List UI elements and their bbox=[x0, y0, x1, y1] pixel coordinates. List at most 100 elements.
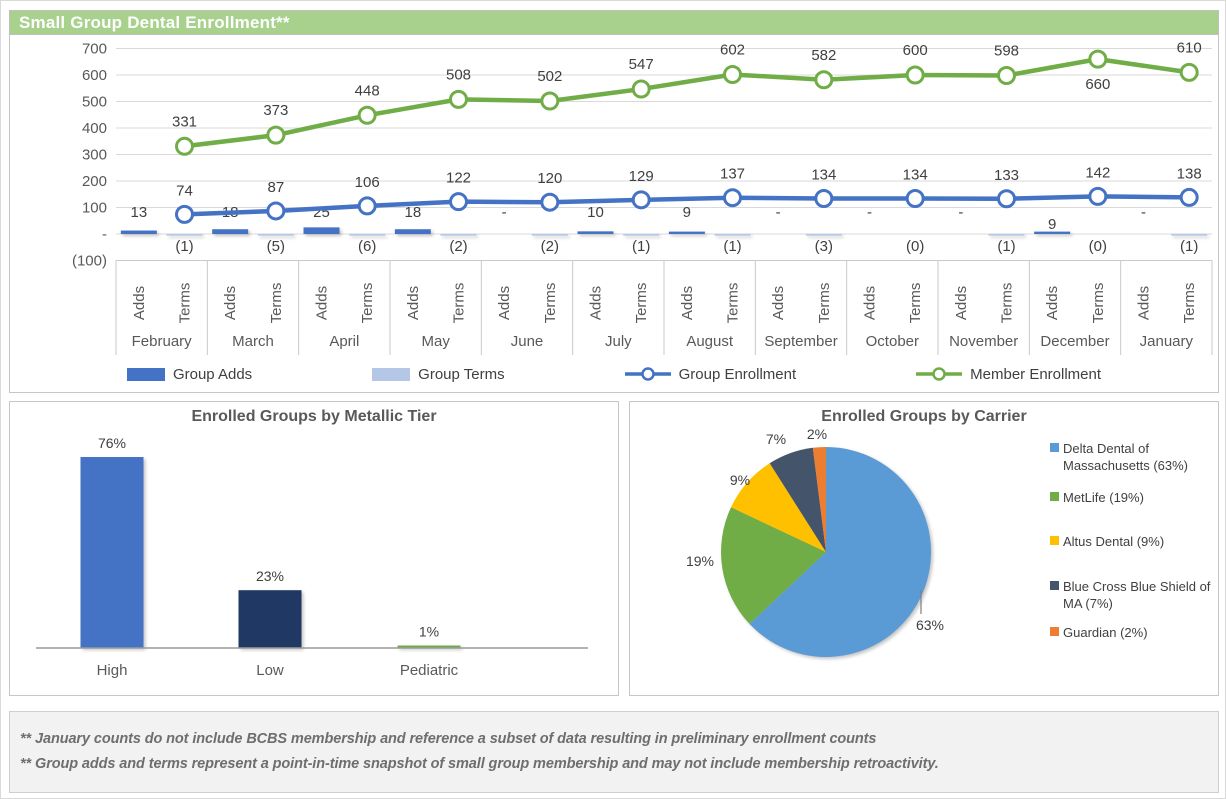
y-axis-tick-label: 400 bbox=[82, 120, 107, 137]
member-enrollment-label: 502 bbox=[537, 68, 562, 85]
group-enrollment-label: 134 bbox=[811, 166, 836, 183]
group-enrollment-marker bbox=[997, 189, 1016, 209]
pie-slice-guardian bbox=[812, 446, 826, 552]
metallic-tier-chart-title: Enrolled Groups by Metallic Tier bbox=[191, 408, 437, 425]
sub-category-label: Terms bbox=[177, 283, 194, 324]
group-terms-bar bbox=[166, 234, 203, 236]
group-terms-label: (1) bbox=[723, 238, 741, 255]
pie-slice-altus-dental bbox=[731, 463, 826, 552]
pie-legend-item-blue-cross-blue-shield-of-ma: Blue Cross Blue Shield of MA (7%) bbox=[1050, 578, 1225, 612]
pie-legend-swatch bbox=[1050, 627, 1059, 636]
group-adds-label: - bbox=[502, 204, 507, 221]
group-terms-label: (3) bbox=[815, 238, 833, 255]
member-enrollment-label: 600 bbox=[903, 42, 928, 59]
month-label: March bbox=[232, 333, 274, 350]
pie-slice-label: 9% bbox=[730, 472, 750, 488]
legend-item-group-enrollment: Group Enrollment bbox=[624, 365, 797, 383]
pie-legend-item-delta-dental-of-massachusetts: Delta Dental of Massachusetts (63%) bbox=[1050, 440, 1225, 474]
pie-legend-item-guardian: Guardian (2%) bbox=[1050, 624, 1148, 641]
group-enrollment-label: 142 bbox=[1085, 164, 1110, 181]
member-enrollment-label: 373 bbox=[263, 102, 288, 119]
group-terms-bar bbox=[714, 234, 751, 236]
group-enrollment-label: 122 bbox=[446, 170, 471, 187]
sub-category-label: Adds bbox=[770, 286, 787, 320]
dashboard-title-bar: Small Group Dental Enrollment** bbox=[9, 10, 1219, 35]
y-axis-tick-label: 200 bbox=[82, 173, 107, 190]
footnotes: ** January counts do not include BCBS me… bbox=[9, 711, 1219, 793]
legend-label: Group Adds bbox=[172, 365, 253, 383]
legend-label: Group Enrollment bbox=[678, 365, 797, 383]
legend-label: Group Terms bbox=[418, 365, 505, 383]
group-enrollment-label: 138 bbox=[1177, 165, 1202, 182]
group-adds-label: 9 bbox=[683, 204, 691, 221]
sub-category-label: Adds bbox=[222, 286, 239, 320]
group-adds-label: - bbox=[867, 204, 872, 221]
month-label: December bbox=[1040, 333, 1109, 350]
member-enrollment-label: 610 bbox=[1177, 39, 1202, 56]
group-adds-bar bbox=[120, 230, 157, 234]
sub-category-label: Adds bbox=[679, 286, 696, 320]
sub-category-label: Adds bbox=[314, 286, 331, 320]
legend-item-group-adds: Group Adds bbox=[126, 365, 253, 383]
pie-legend-swatch bbox=[1050, 492, 1059, 501]
tier-category-label: High bbox=[97, 662, 128, 679]
group-terms-bar bbox=[257, 234, 294, 236]
group-enrollment-label: 120 bbox=[537, 170, 562, 187]
legend-item-member-enrollment: Member Enrollment bbox=[916, 366, 1101, 383]
member-enrollment-label: 508 bbox=[446, 66, 471, 83]
sub-category-label: Adds bbox=[862, 286, 879, 320]
group-terms-bar bbox=[623, 234, 660, 236]
pie-legend-label: Delta Dental of Massachusetts (63%) bbox=[1063, 441, 1188, 473]
group-terms-bar bbox=[531, 234, 568, 236]
group-enrollment-marker bbox=[540, 192, 560, 212]
member-enrollment-marker bbox=[1088, 49, 1108, 69]
member-enrollment-marker bbox=[266, 125, 286, 145]
member-enrollment-marker bbox=[905, 65, 925, 85]
group-enrollment-marker bbox=[1088, 186, 1108, 206]
group-adds-label: 13 bbox=[130, 204, 147, 221]
group-enrollment-marker bbox=[1179, 187, 1199, 207]
pie-slice-metlife bbox=[721, 507, 826, 624]
pie-slice-label: 19% bbox=[686, 553, 714, 569]
member-enrollment-marker bbox=[449, 89, 468, 109]
group-enrollment-marker bbox=[905, 188, 925, 208]
group-enrollment-label: 134 bbox=[903, 166, 928, 183]
group-enrollment-label: 137 bbox=[720, 166, 745, 183]
sub-category-label: Terms bbox=[816, 283, 833, 324]
group-terms-bar bbox=[988, 234, 1025, 236]
group-adds-label: 18 bbox=[404, 204, 421, 221]
legend-swatch-line bbox=[624, 367, 671, 381]
legend-item-group-terms: Group Terms bbox=[372, 365, 505, 383]
sub-category-label: Terms bbox=[359, 283, 376, 324]
group-terms-bar bbox=[805, 234, 842, 236]
pie-slice-label: 63% bbox=[916, 617, 944, 633]
group-terms-label: (2) bbox=[449, 238, 467, 255]
sub-category-label: Terms bbox=[451, 283, 468, 324]
month-label: September bbox=[764, 333, 837, 350]
group-adds-label: - bbox=[958, 204, 963, 221]
member-enrollment-marker bbox=[1179, 62, 1199, 82]
pie-legend-swatch bbox=[1050, 443, 1059, 452]
month-label: July bbox=[605, 333, 632, 350]
group-enrollment-label: 129 bbox=[629, 168, 654, 185]
sub-category-label: Terms bbox=[907, 283, 924, 324]
metallic-tier-panel: Enrolled Groups by Metallic Tier 76% High… bbox=[9, 401, 619, 696]
sub-category-label: Terms bbox=[725, 283, 742, 324]
pie-legend-item-altus-dental: Altus Dental (9%) bbox=[1050, 533, 1164, 550]
legend-swatch-bar bbox=[372, 367, 411, 381]
group-adds-label: 9 bbox=[1048, 216, 1056, 233]
tier-bar-value-label: 1% bbox=[419, 623, 439, 639]
member-enrollment-marker bbox=[997, 66, 1016, 86]
group-enrollment-label: 74 bbox=[176, 182, 193, 199]
member-enrollment-label: 331 bbox=[172, 113, 197, 130]
enrollment-trend-legend: Group Adds Group Terms Group Enrollment Mem… bbox=[10, 358, 1218, 390]
group-terms-label: (1) bbox=[1180, 238, 1198, 255]
y-axis-tick-label: (100) bbox=[72, 253, 107, 270]
sub-category-label: Adds bbox=[1044, 286, 1061, 320]
group-enrollment-label: 133 bbox=[994, 167, 1019, 184]
pie-legend-item-metlife: MetLife (19%) bbox=[1050, 489, 1144, 506]
member-enrollment-marker bbox=[631, 79, 651, 99]
legend-marker bbox=[640, 367, 655, 381]
sub-category-label: Terms bbox=[1181, 283, 1198, 324]
